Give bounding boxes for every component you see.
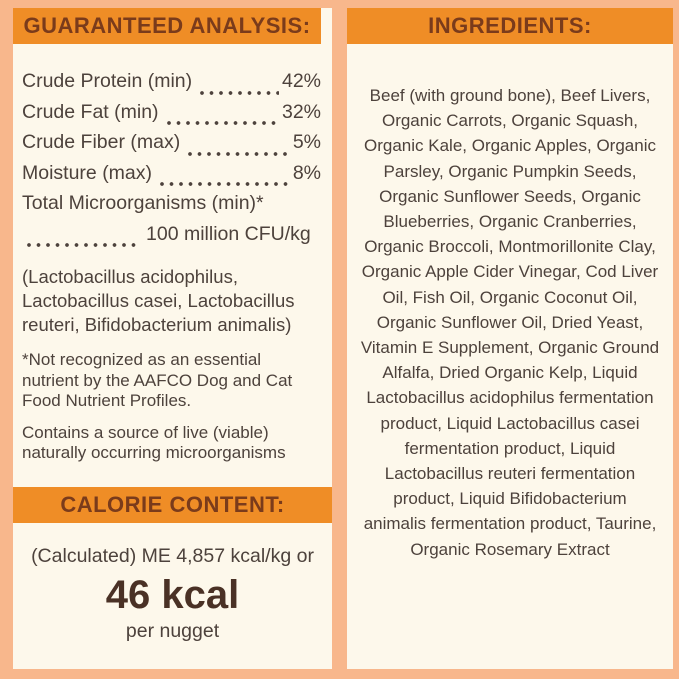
organisms-note: (Lactobacillus acidophilus, Lactobacillu… <box>22 266 295 335</box>
calorie-content-title: CALORIE CONTENT: <box>60 492 285 517</box>
calorie-kcal-value: 46 kcal <box>105 573 240 617</box>
analysis-row-label: Crude Fat (min) <box>22 100 159 123</box>
ingredients-header: INGREDIENTS: <box>347 8 673 44</box>
analysis-row-label: Moisture (max) <box>22 161 153 184</box>
ingredients-list: Beef (with ground bone), Beef Livers, Or… <box>360 86 660 559</box>
analysis-row-value: 32% <box>281 100 321 123</box>
guaranteed-analysis-body: Crude Protein (min) 42% Crude Fat (min) … <box>13 44 332 464</box>
analysis-row-value: 42% <box>281 70 321 92</box>
calorie-kcal-unit: per nugget <box>125 620 220 642</box>
dot-leader <box>159 181 290 187</box>
analysis-row-fiber: Crude Fiber (max) 5% <box>22 131 321 162</box>
aafco-footnote: *Not recognized as an essential nutrient… <box>22 350 293 410</box>
calorie-content-body: (Calculated) ME 4,857 kcal/kg or 46 kcal… <box>13 545 332 643</box>
analysis-row-label: Crude Protein (min) <box>22 70 193 92</box>
calorie-calculated-line: (Calculated) ME 4,857 kcal/kg or <box>31 545 314 567</box>
analysis-row-value: 5% <box>292 131 321 153</box>
dot-leader <box>187 150 290 157</box>
guaranteed-analysis-header: GUARANTEED ANALYSIS: <box>13 8 321 44</box>
analysis-row-label: Crude Fiber (max) <box>22 131 181 153</box>
calorie-content-header: CALORIE CONTENT: <box>13 487 332 523</box>
analysis-row-label: Total Microorganisms (min)* <box>22 192 264 214</box>
dot-leader <box>26 242 138 248</box>
guaranteed-analysis-title: GUARANTEED ANALYSIS: <box>23 13 311 38</box>
dot-leader <box>165 120 279 126</box>
ingredients-title: INGREDIENTS: <box>428 13 592 38</box>
analysis-row-protein: Crude Protein (min) 42% <box>22 70 321 101</box>
analysis-row-value: 8% <box>292 161 321 184</box>
ingredients-panel: INGREDIENTS: Beef (with ground bone), Be… <box>347 8 673 669</box>
analysis-row-moisture: Moisture (max) 8% <box>22 162 321 193</box>
viable-microorganisms-note: Contains a source of live (viable) natur… <box>22 422 286 463</box>
analysis-row-fat: Crude Fat (min) 32% <box>22 101 321 132</box>
analysis-row-microorganisms-label: Total Microorganisms (min)* <box>22 192 321 223</box>
dot-leader <box>199 89 279 96</box>
guaranteed-analysis-panel: GUARANTEED ANALYSIS: Crude Protein (min)… <box>13 8 332 669</box>
analysis-row-microorganisms-value: 100 million CFU/kg <box>22 223 321 254</box>
analysis-row-value: 100 million CFU/kg <box>146 222 311 245</box>
